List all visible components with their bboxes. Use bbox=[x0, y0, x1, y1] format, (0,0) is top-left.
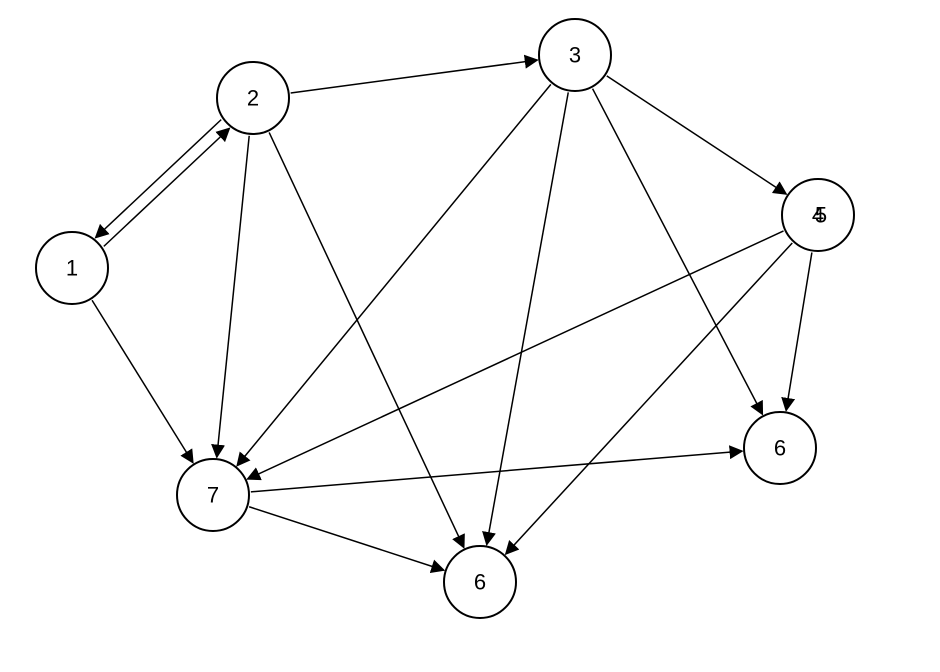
node-label: 6 bbox=[474, 570, 486, 595]
node-label: 7 bbox=[207, 483, 219, 508]
graph-node: 7 bbox=[177, 459, 249, 531]
directed-graph: 1 2 3 45 6 6 7 bbox=[0, 0, 940, 672]
nodes-layer: 1 2 3 45 6 6 7 bbox=[36, 19, 854, 618]
graph-node: 2 bbox=[217, 62, 289, 134]
edge bbox=[786, 253, 812, 411]
edge bbox=[593, 89, 763, 415]
graph-node: 6 bbox=[744, 412, 816, 484]
graph-node: 45 bbox=[782, 179, 854, 251]
edge bbox=[607, 76, 787, 194]
edge bbox=[92, 300, 193, 462]
graph-node: 1 bbox=[36, 232, 108, 304]
edge bbox=[249, 507, 444, 570]
node-label-overlap: 5 bbox=[815, 203, 827, 228]
node-label: 1 bbox=[66, 256, 78, 281]
edge bbox=[217, 136, 249, 457]
edge bbox=[96, 120, 222, 238]
edge bbox=[104, 128, 230, 246]
edge bbox=[251, 451, 742, 492]
node-label: 6 bbox=[774, 436, 786, 461]
node-label: 2 bbox=[247, 86, 259, 111]
edge bbox=[269, 132, 464, 547]
graph-node: 6 bbox=[444, 546, 516, 618]
edge bbox=[506, 243, 793, 554]
edge bbox=[237, 84, 551, 465]
edge bbox=[291, 60, 538, 93]
node-label: 3 bbox=[569, 43, 581, 68]
graph-node: 3 bbox=[539, 19, 611, 91]
edge bbox=[487, 92, 569, 544]
